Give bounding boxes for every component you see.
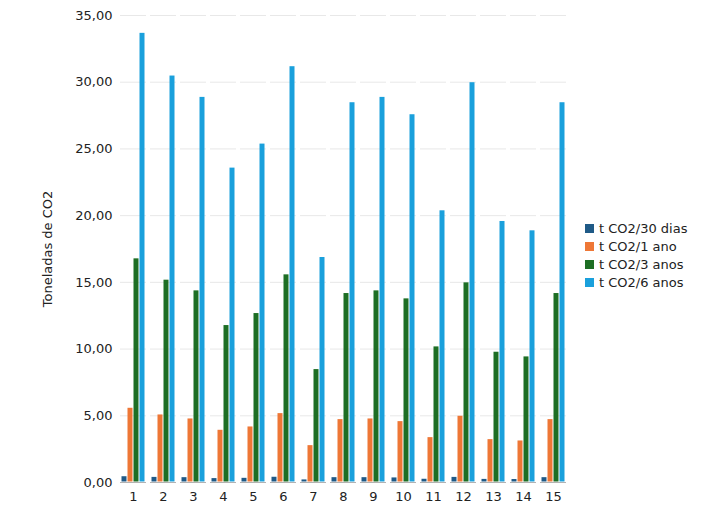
- svg-text:3: 3: [189, 488, 197, 503]
- svg-text:0,00: 0,00: [84, 474, 113, 489]
- svg-text:2: 2: [159, 488, 167, 503]
- svg-text:10,00: 10,00: [75, 341, 112, 356]
- svg-text:10: 10: [395, 488, 412, 503]
- svg-text:13: 13: [485, 488, 502, 503]
- svg-text:14: 14: [515, 488, 532, 503]
- svg-text:5: 5: [249, 488, 257, 503]
- svg-text:35,00: 35,00: [75, 7, 112, 22]
- svg-text:4: 4: [219, 488, 227, 503]
- svg-text:7: 7: [309, 488, 317, 503]
- svg-text:25,00: 25,00: [75, 141, 112, 156]
- svg-text:15: 15: [545, 488, 562, 503]
- svg-text:Toneladas de CO2: Toneladas de CO2: [40, 190, 55, 308]
- svg-text:12: 12: [455, 488, 472, 503]
- html-text:t CO2/3 anos: t CO2/3 anos: [599, 256, 684, 272]
- html-text:t CO2/1 ano: t CO2/1 ano: [599, 238, 677, 254]
- svg-text:1: 1: [129, 488, 137, 503]
- svg-text:6: 6: [279, 488, 287, 503]
- svg-text:9: 9: [369, 488, 377, 503]
- svg-text:30,00: 30,00: [75, 74, 112, 89]
- svg-text:11: 11: [425, 488, 442, 503]
- svg-text:5,00: 5,00: [84, 407, 113, 422]
- svg-text:8: 8: [339, 488, 347, 503]
- html-text:t CO2/6 anos: t CO2/6 anos: [599, 274, 684, 290]
- svg-text:15,00: 15,00: [75, 274, 112, 289]
- svg-text:20,00: 20,00: [75, 207, 112, 222]
- html-text:t CO2/30 dias: t CO2/30 dias: [599, 220, 688, 236]
